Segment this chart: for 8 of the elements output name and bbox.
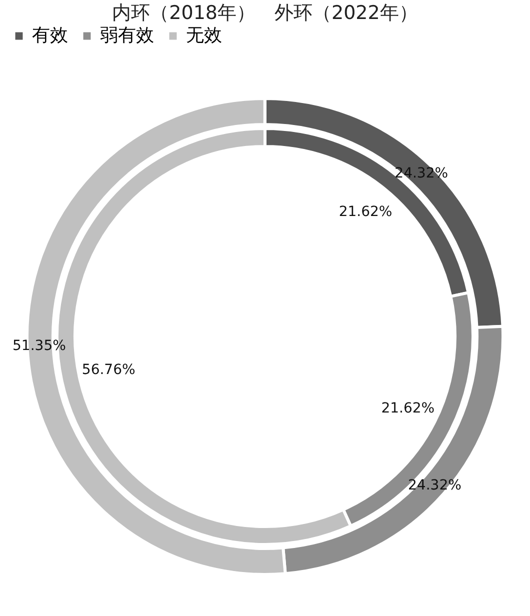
legend-label: 无效 bbox=[186, 25, 222, 46]
data-label: 51.35% bbox=[12, 338, 66, 354]
legend-label: 弱有效 bbox=[100, 25, 154, 46]
data-label: 21.62% bbox=[381, 400, 435, 417]
chart-title: 内环（2018年） 外环（2022年） bbox=[112, 2, 418, 24]
data-label: 21.62% bbox=[338, 204, 392, 220]
data-label: 56.76% bbox=[82, 362, 136, 378]
legend-label: 有效 bbox=[32, 25, 68, 46]
